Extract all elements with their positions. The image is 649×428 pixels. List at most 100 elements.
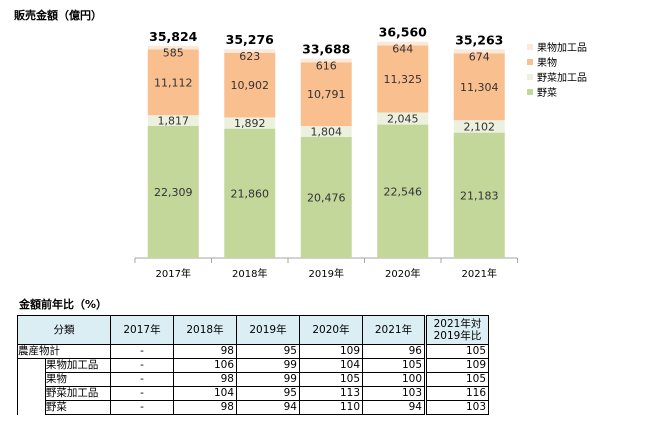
legend-swatch [527, 59, 533, 65]
table-cell: 98 [173, 372, 237, 387]
yoy-table: 分類 2017年 2018年 2019年 2020年 2021年 2021年対 2… [17, 315, 489, 415]
table-cell: 100 [362, 372, 426, 387]
table-cell: 98 [173, 344, 237, 359]
category-label: 2021年 [462, 267, 497, 280]
legend-swatch [527, 44, 533, 50]
data-label: 585 [163, 46, 184, 59]
data-label: 1,804 [311, 125, 343, 138]
table-header-row: 分類 2017年 2018年 2019年 2020年 2021年 2021年対 2… [17, 315, 489, 345]
header-line2: 2019年比 [433, 330, 482, 342]
data-label: 1,892 [234, 117, 266, 130]
header-2021-vs-2019: 2021年対 2019年比 [424, 315, 489, 345]
legend-label: 果物 [537, 56, 557, 69]
table-cell: 106 [173, 358, 237, 373]
table-cell: 110 [299, 400, 363, 415]
header-2019: 2019年 [236, 315, 300, 345]
table-cell: 99 [236, 372, 300, 387]
data-label: 2,045 [387, 113, 419, 126]
table-cell: - [110, 386, 174, 401]
table-cell: 95 [236, 386, 300, 401]
data-label: 1,817 [158, 115, 190, 128]
category-label: 2018年 [232, 267, 267, 280]
bar-segment [147, 49, 199, 116]
table-cell: 109 [424, 358, 489, 373]
table-cell: 116 [424, 386, 489, 401]
category-label: 2017年 [156, 267, 191, 280]
data-label: 644 [392, 42, 413, 55]
header-2021: 2021年 [362, 315, 426, 345]
bar-segment [453, 53, 505, 121]
header-2020: 2020年 [299, 315, 363, 345]
header-category: 分類 [17, 315, 111, 345]
table-row: 野菜 -98 94 110 94 103 [17, 400, 489, 415]
table-row: 果物 -98 99 105 100 105 [17, 372, 489, 387]
data-label: 11,325 [384, 73, 423, 86]
bar-segment [300, 58, 352, 63]
table-cell: 103 [362, 386, 426, 401]
data-label: 22,546 [384, 185, 423, 198]
bar-segment [300, 136, 352, 258]
header-line1: 2021年対 [433, 318, 482, 330]
legend-swatch [527, 74, 533, 80]
bar-segment [300, 126, 352, 137]
data-label: 10,902 [231, 79, 270, 92]
bar-segment [147, 115, 199, 126]
data-label: 20,476 [307, 191, 346, 204]
category-label: 2019年 [309, 267, 344, 280]
indent-cell [17, 386, 46, 401]
row-label: 野菜加工品 [44, 386, 112, 401]
table-cell: 109 [299, 344, 363, 359]
indent-cell [17, 358, 46, 373]
table-cell: 113 [299, 386, 363, 401]
data-label: 2,102 [464, 120, 496, 133]
bar-segment [147, 125, 199, 258]
legend-swatch [527, 89, 533, 95]
data-label: 21,860 [231, 187, 270, 200]
data-label: 623 [239, 50, 260, 63]
table-cell: 104 [299, 358, 363, 373]
table-cell: 105 [424, 372, 489, 387]
data-label: 11,304 [460, 81, 499, 94]
data-label: 22,309 [154, 186, 193, 199]
bar-segment [377, 124, 429, 259]
legend-label: 果物加工品 [537, 41, 587, 54]
table-row: 野菜加工品 -104 95 113 103 116 [17, 386, 489, 401]
row-label: 果物加工品 [44, 358, 112, 373]
bar-segment [453, 132, 505, 258]
data-label: 10,791 [307, 88, 346, 101]
stacked-bar-chart: 22,309 1,817 11,112 585 35,824 2017年 21,860 1,8… [134, 25, 587, 280]
bar-segment [224, 52, 276, 118]
bar-segment [377, 41, 429, 46]
bar-segment [300, 62, 352, 127]
header-2018: 2018年 [173, 315, 237, 345]
table-row: 農産物計 -98 95 109 96 105 [17, 344, 489, 359]
row-label: 野菜 [44, 400, 112, 415]
data-label: 21,183 [460, 189, 499, 202]
table-cell: 104 [173, 386, 237, 401]
table-cell: 99 [236, 358, 300, 373]
total-label: 35,276 [226, 32, 275, 47]
bar-segment [224, 128, 276, 258]
header-2017: 2017年 [110, 315, 174, 345]
total-label: 35,263 [455, 32, 503, 47]
bar-segment [377, 45, 429, 113]
bar-segment [224, 49, 276, 53]
table-cell: 105 [362, 358, 426, 373]
row-label: 果物 [44, 372, 112, 387]
table-cell: - [110, 372, 174, 387]
bar-segment [453, 49, 505, 54]
total-label: 35,824 [149, 29, 198, 44]
table-row: 果物加工品 -106 99 104 105 109 [17, 358, 489, 373]
indent-cell [17, 400, 46, 415]
data-label: 674 [469, 50, 490, 63]
total-label: 36,560 [379, 25, 428, 40]
table-cell: 95 [236, 344, 300, 359]
bar-segment [147, 46, 199, 50]
bar-segment [377, 112, 429, 125]
table-cell: 105 [424, 344, 489, 359]
table-cell: - [110, 358, 174, 373]
table-cell: 105 [299, 372, 363, 387]
table-cell: 96 [362, 344, 426, 359]
chart-title: 販売金額（億円） [14, 9, 102, 22]
indent-cell [17, 372, 46, 387]
